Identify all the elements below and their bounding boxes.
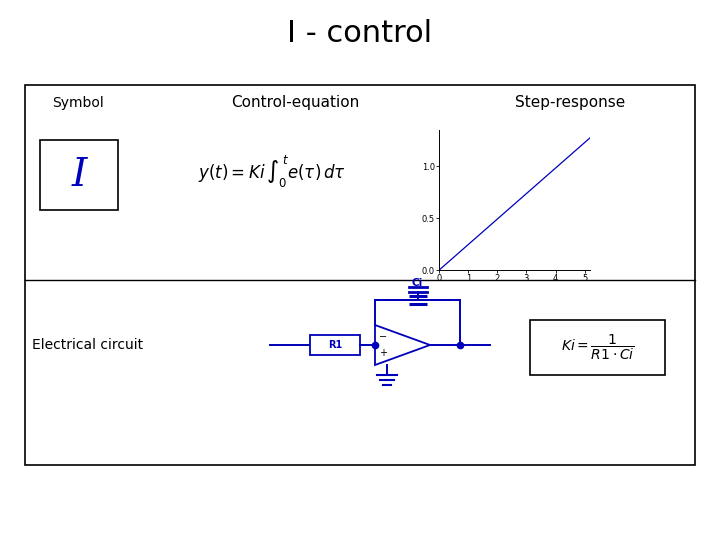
Text: Control-equation: Control-equation (231, 96, 359, 111)
Text: $Ki = \dfrac{1}{R1 \cdot Ci}$: $Ki = \dfrac{1}{R1 \cdot Ci}$ (561, 333, 634, 362)
Bar (25, 85, 695, 465)
Text: Electrical circuit: Electrical circuit (32, 338, 143, 352)
Text: I - control: I - control (287, 18, 433, 48)
Bar (530, 320, 665, 375)
Text: I: I (71, 157, 86, 193)
Text: Symbol: Symbol (52, 96, 104, 110)
Bar (310, 335, 360, 355)
Polygon shape (375, 325, 430, 365)
Text: +: + (379, 348, 387, 358)
Text: $y(t) = Ki\,\int_0^{\,t} e(\tau)\,d\tau$: $y(t) = Ki\,\int_0^{\,t} e(\tau)\,d\tau$ (198, 154, 346, 190)
Text: R1: R1 (328, 340, 342, 350)
Text: −: − (379, 332, 387, 342)
Text: Ci: Ci (412, 278, 423, 288)
Text: Step-response: Step-response (515, 96, 625, 111)
Bar (40, 140, 118, 210)
